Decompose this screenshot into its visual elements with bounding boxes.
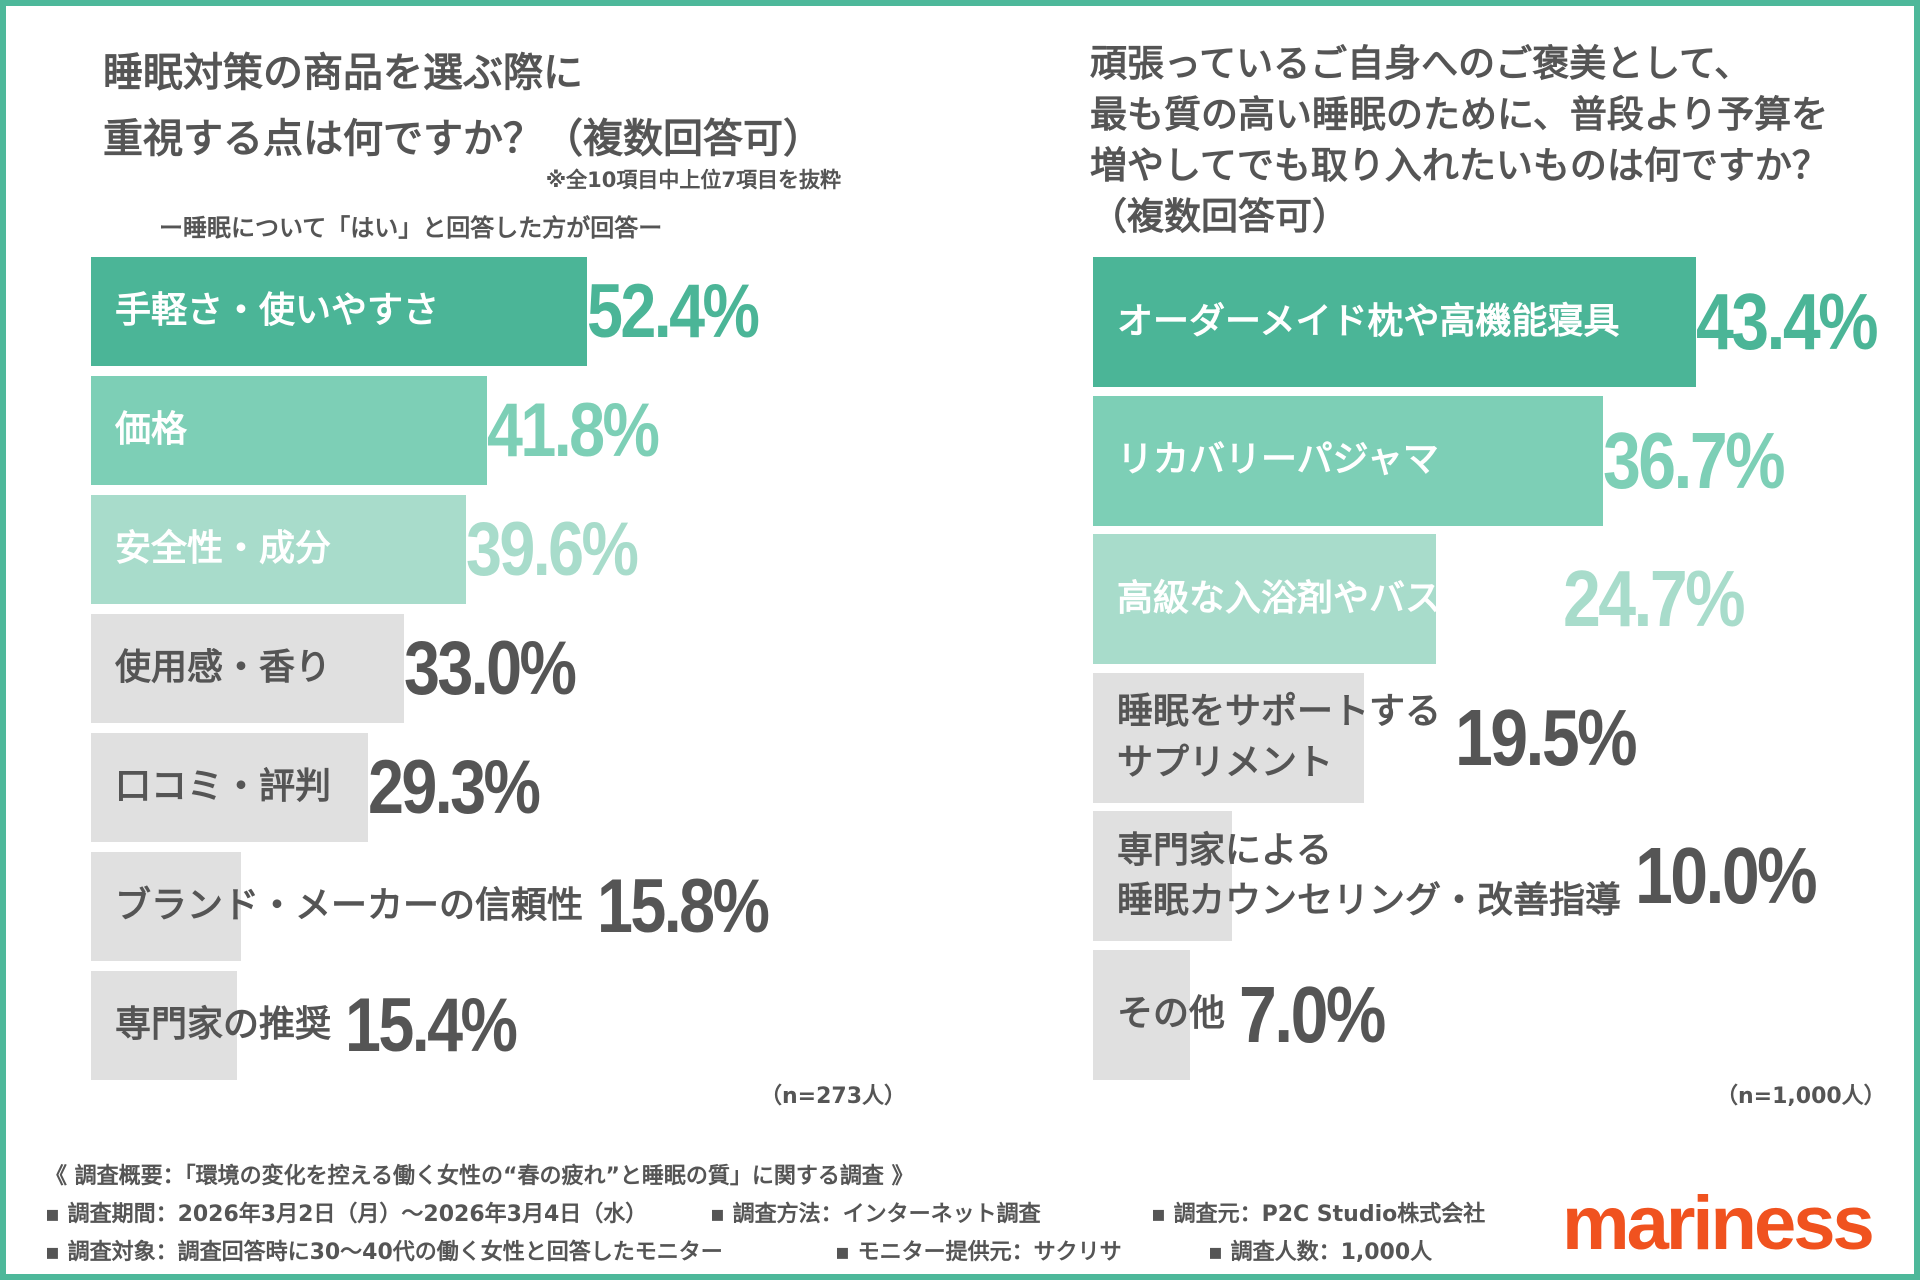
left-title-line: 重視する点は何ですか？（複数回答可） [103,116,823,162]
left-chart-title: 睡眠対策の商品を選ぶ際に 重視する点は何ですか？（複数回答可） [103,40,823,172]
bar [91,733,369,842]
bar-row: 安全性・成分 39.6% [91,495,667,604]
value-label: 33.0% [403,626,577,711]
bar [1093,672,1365,803]
value-label: 24.7% [1563,554,1746,643]
value-label: 10.0% [1635,831,1818,920]
bar-row: 高級な入浴剤やバスソルト 24.7% [1093,534,1775,664]
bar-row: 睡眠をサポートする サプリメント 19.5% [1093,672,1667,803]
left-sample-size: （n=273人） [760,1084,907,1109]
bar [1093,395,1604,526]
bar-label: 使用感・香り [115,647,332,689]
mariness-logo: mariness [1562,1181,1875,1266]
survey-overview: 《 調査概要：「環境の変化を控える働く女性の“春の疲れ”と睡眠の質」に関する調査… [45,1164,914,1189]
value-label: 19.5% [1455,692,1638,782]
bar [91,852,241,961]
bar [91,376,487,485]
value-label: 7.0% [1239,969,1386,1059]
value-label: 41.8% [486,388,660,473]
right-title-line: 増やしてでも取り入れたいものは何ですか？ [1090,144,1829,187]
survey-count: ▪ 調査人数：1,000人 [1208,1240,1433,1265]
value-label: 52.4% [587,269,760,354]
survey-method: ▪ 調査方法：インターネット調査 [710,1202,1041,1227]
bar-label: 専門家による 睡眠カウンセリング・改善指導 [1117,829,1622,921]
right-title-line: （複数回答可） [1090,195,1349,238]
bar-row: 専門家の推奨 15.4% [91,971,546,1080]
left-chart-subtitle: ー睡眠について「はい」と回答した方が回答ー [159,214,663,242]
value-label: 39.6% [466,507,639,592]
left-title-line: 睡眠対策の商品を選ぶ際に [103,50,583,96]
survey-target: ▪ 調査対象：調査回答時に30〜40代の働く女性と回答したモニター [45,1240,723,1265]
bar [1093,949,1191,1080]
bar-label: 高級な入浴剤やバスソルト [1117,577,1550,619]
bar-row: 専門家による 睡眠カウンセリング・改善指導 10.0% [1093,811,1847,941]
bar-row: 口コミ・評判 29.3% [91,733,569,842]
bar [91,257,588,366]
bar-label: ブランド・メーカーの信頼性 [115,885,584,927]
bar-row: 価格 41.8% [91,376,687,485]
bar [91,495,466,604]
bar [1093,811,1232,941]
bar-label: 価格 [115,409,188,451]
value-label: 15.4% [345,983,518,1068]
right-title-line: 最も質の高い睡眠のために、普段より予算を [1090,93,1829,136]
bar-label: 安全性・成分 [115,528,332,570]
bar-row: リカバリーパジャマ 36.7% [1093,395,1815,526]
value-label: 29.3% [368,745,541,830]
value-label: 43.4% [1696,277,1879,366]
bar-row: オーダーメイド枕や高機能寝具 43.4% [1093,257,1908,387]
bar-row: 使用感・香り 33.0% [91,614,604,723]
value-label: 36.7% [1603,415,1786,505]
bar-label: オーダーメイド枕や高機能寝具 [1117,300,1620,342]
bar-row: ブランド・メーカーの信頼性 15.8% [91,852,798,961]
bar-label: 専門家の推奨 [115,1004,332,1046]
bar [1093,534,1437,664]
right-sample-size: （n=1,000人） [1716,1084,1886,1109]
bar-label: 手軽さ・使いやすさ [115,290,440,332]
bar [1093,257,1697,387]
right-chart-title: 頑張っているご自身へのご褒美として、 最も質の高い睡眠のために、普段より予算を … [1090,38,1829,242]
bar-label: リカバリーパジャマ [1117,439,1439,481]
bar-row: その他 7.0% [1093,949,1409,1080]
left-chart-note: ※全10項目中上位7項目を抜粋 [545,168,841,192]
bar-row: 手軽さ・使いやすさ 52.4% [91,257,788,366]
bar-label: 睡眠をサポートする サプリメント [1117,691,1442,783]
survey-period: ▪ 調査期間：2026年3月2日（月）〜2026年3月4日（水） [45,1202,648,1227]
bar-label: その他 [1117,993,1226,1035]
bar [91,614,404,723]
bar-label: 口コミ・評判 [115,766,332,808]
right-title-line: 頑張っているご自身へのご褒美として、 [1090,42,1752,85]
survey-provider: ▪ モニター提供元：サクリサ [835,1240,1122,1265]
bar [91,971,237,1080]
survey-source: ▪ 調査元：P2C Studio株式会社 [1151,1202,1486,1227]
value-label: 15.8% [597,864,770,949]
